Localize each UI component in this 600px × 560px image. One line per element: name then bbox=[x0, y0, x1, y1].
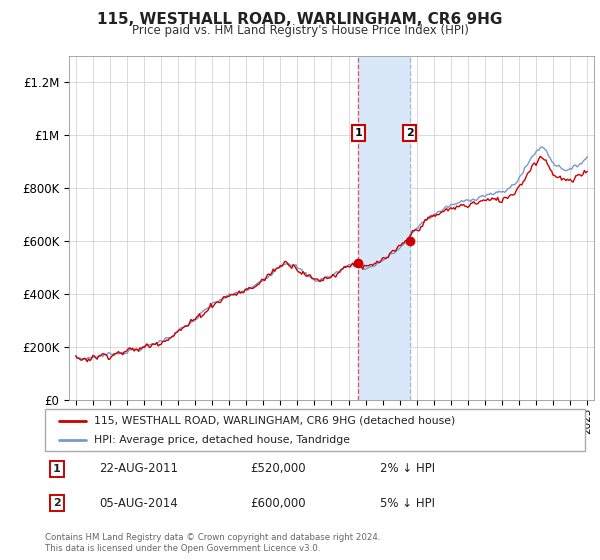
Text: 1: 1 bbox=[53, 464, 61, 474]
Text: 115, WESTHALL ROAD, WARLINGHAM, CR6 9HG (detached house): 115, WESTHALL ROAD, WARLINGHAM, CR6 9HG … bbox=[94, 416, 455, 426]
Text: HPI: Average price, detached house, Tandridge: HPI: Average price, detached house, Tand… bbox=[94, 435, 350, 445]
Text: 2: 2 bbox=[53, 498, 61, 508]
Text: Contains HM Land Registry data © Crown copyright and database right 2024.
This d: Contains HM Land Registry data © Crown c… bbox=[45, 533, 380, 553]
Bar bbox=[358, 56, 410, 400]
Text: 22-AUG-2011: 22-AUG-2011 bbox=[99, 463, 178, 475]
FancyBboxPatch shape bbox=[45, 409, 585, 451]
Text: 05-AUG-2014: 05-AUG-2014 bbox=[99, 497, 178, 510]
Text: Price paid vs. HM Land Registry's House Price Index (HPI): Price paid vs. HM Land Registry's House … bbox=[131, 24, 469, 36]
Text: 2: 2 bbox=[406, 128, 413, 138]
Text: 115, WESTHALL ROAD, WARLINGHAM, CR6 9HG: 115, WESTHALL ROAD, WARLINGHAM, CR6 9HG bbox=[97, 12, 503, 27]
Text: 1: 1 bbox=[355, 128, 362, 138]
Text: £600,000: £600,000 bbox=[250, 497, 306, 510]
Text: £520,000: £520,000 bbox=[250, 463, 306, 475]
Text: 5% ↓ HPI: 5% ↓ HPI bbox=[380, 497, 435, 510]
Text: 2% ↓ HPI: 2% ↓ HPI bbox=[380, 463, 435, 475]
